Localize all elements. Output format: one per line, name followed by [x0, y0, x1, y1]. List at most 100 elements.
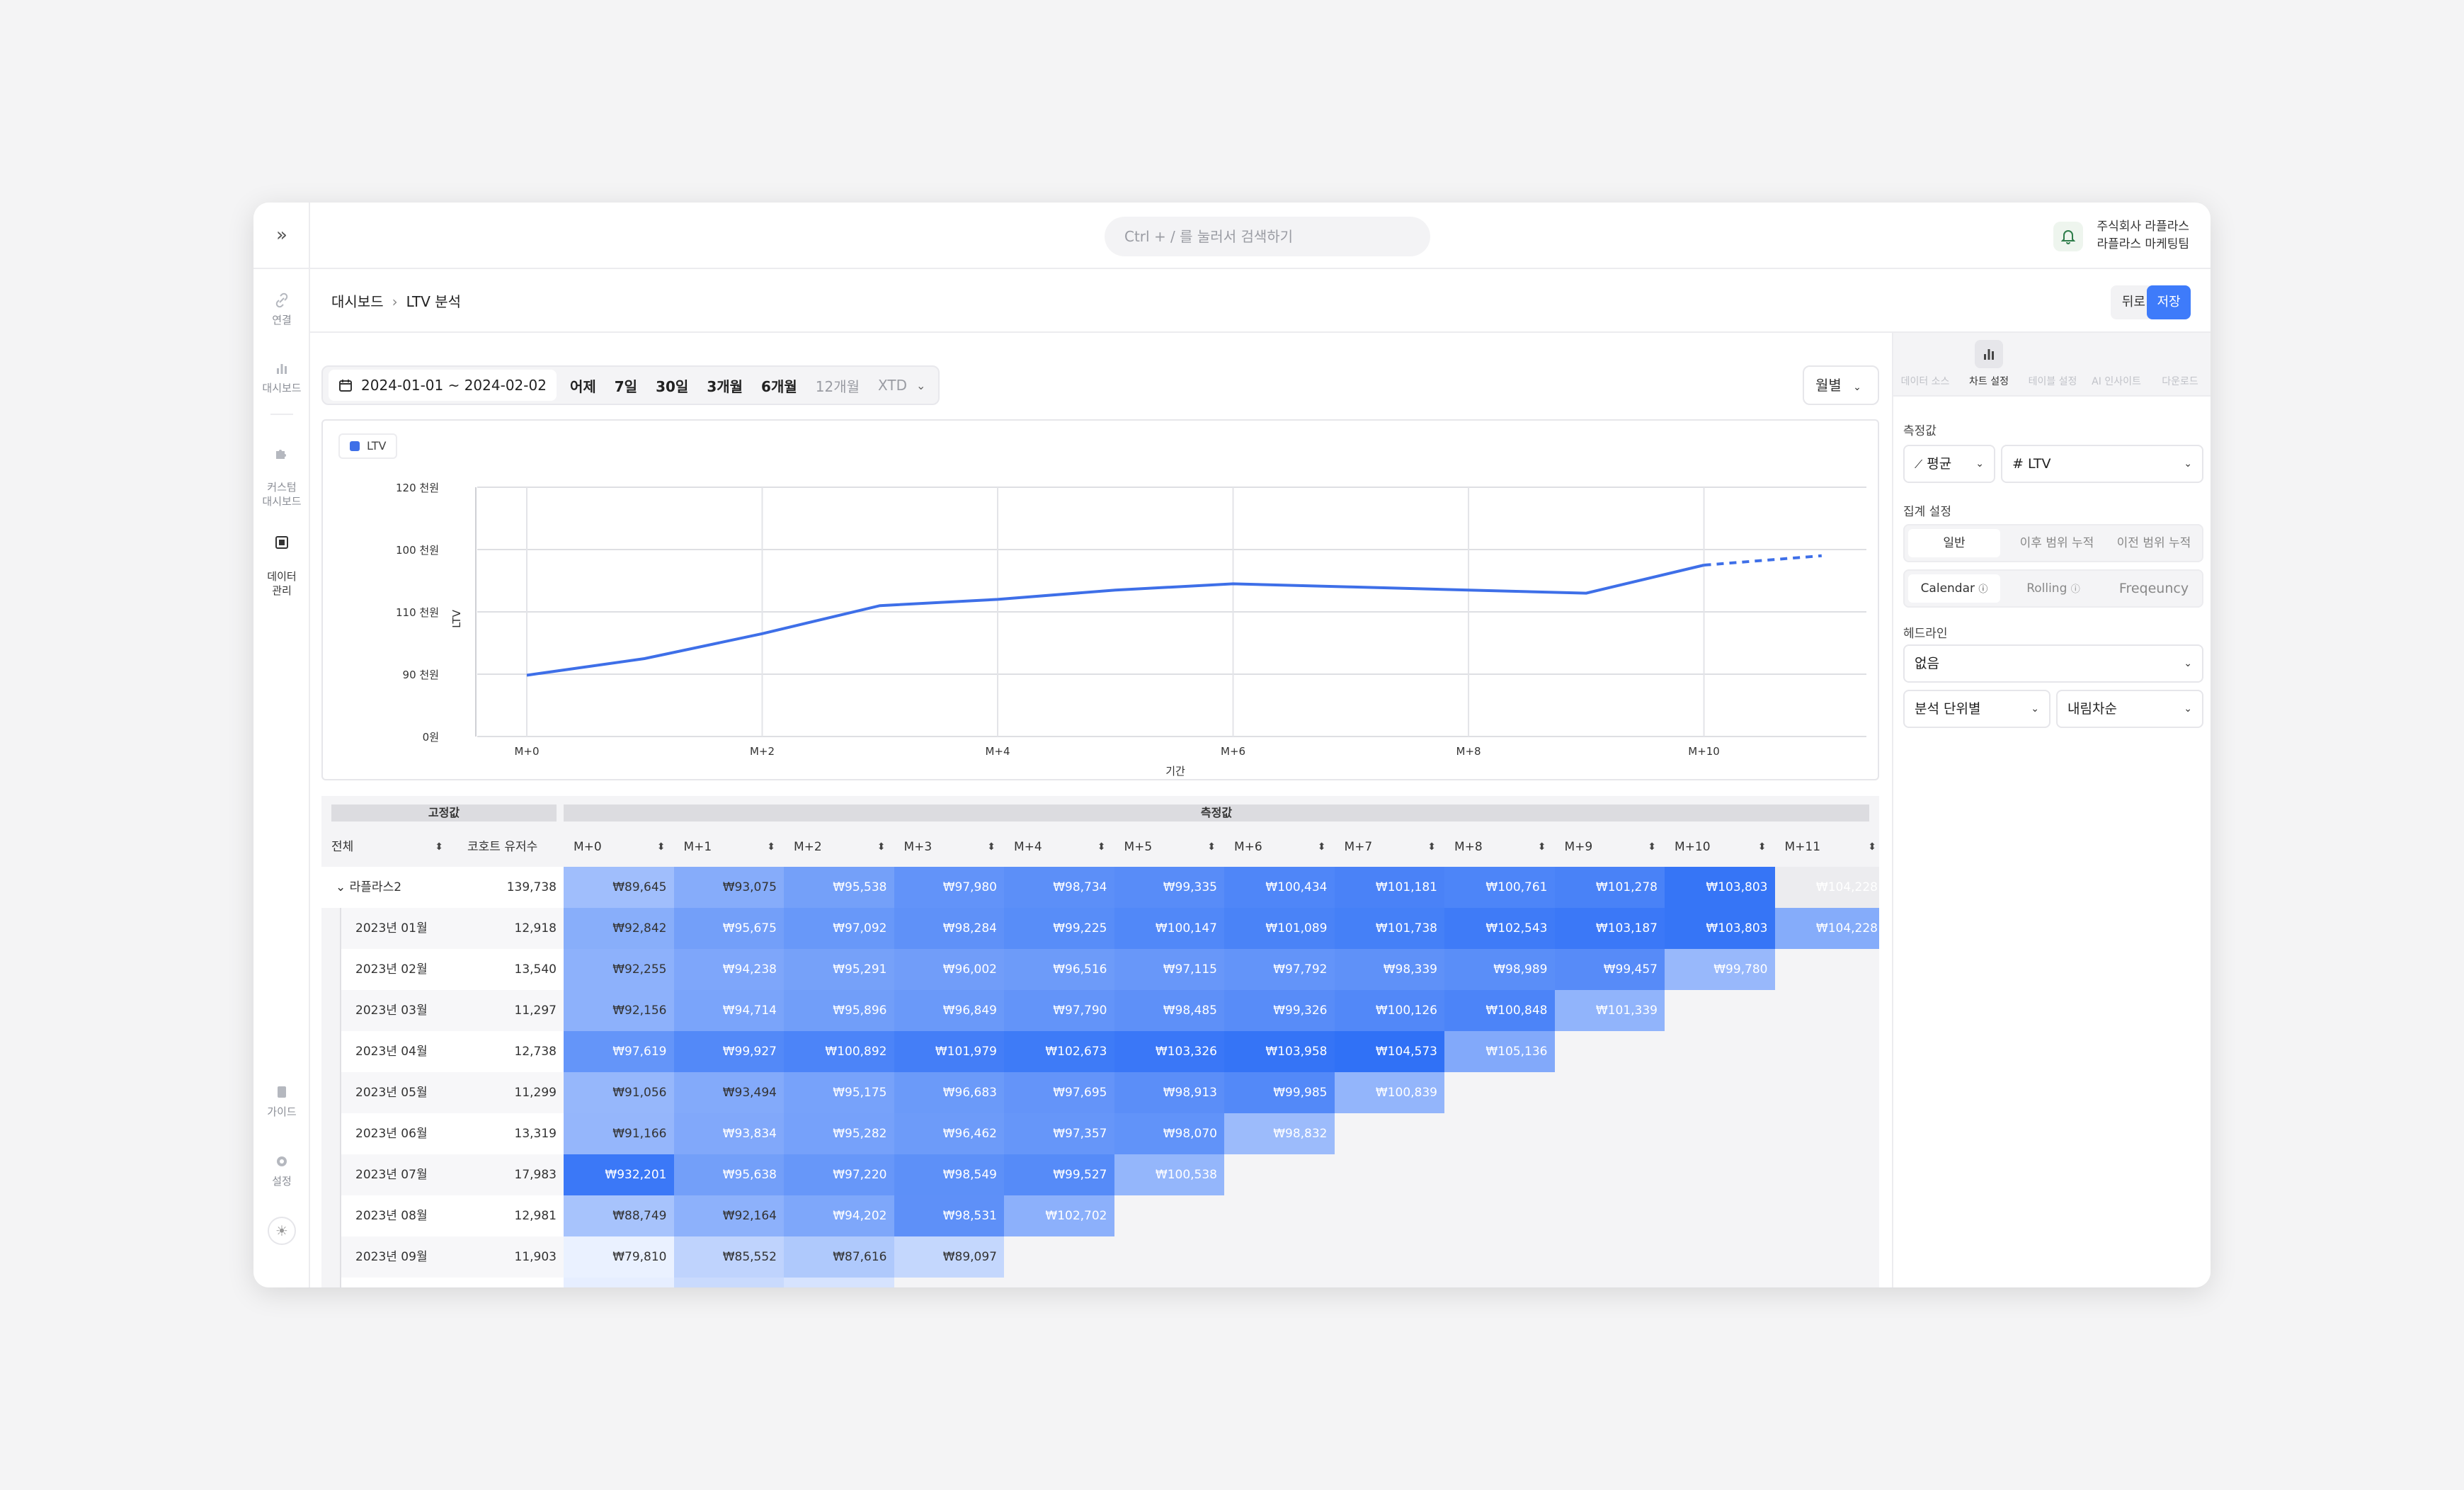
table-cell: ₩100,434: [1224, 867, 1335, 908]
table-cell: ₩932,201: [564, 1154, 674, 1195]
preset-12m[interactable]: 12개월: [815, 377, 860, 395]
table-row-total-label[interactable]: ⌄ 라플라스2: [321, 867, 463, 908]
sidebar-item-label: 연결: [272, 314, 292, 326]
date-range-picker[interactable]: 2024-01-01 ~ 2024-02-02: [329, 370, 557, 401]
col-mplus1[interactable]: M+1 ⬍: [684, 831, 785, 863]
cohort-users-cell: 11,297: [463, 990, 564, 1031]
table-row-label[interactable]: 2023년 04월: [340, 1031, 463, 1072]
search-input[interactable]: Ctrl + / 를 눌러서 검색하기: [1105, 217, 1430, 256]
preset-7d[interactable]: 7일: [614, 377, 638, 395]
preset-yesterday[interactable]: 어제: [569, 377, 596, 395]
preset-xtd[interactable]: XTD: [878, 377, 907, 394]
table-cell: ₩104,228: [1774, 908, 1879, 949]
table-cell: ₩100,839: [1334, 1072, 1444, 1113]
table-row-label[interactable]: 2023년 08월: [340, 1195, 463, 1236]
table-cell: ₩100,761: [1444, 867, 1555, 908]
tab-chart-settings[interactable]: 차트 설정: [1957, 340, 2021, 388]
table-row-label[interactable]: 2023년 09월: [340, 1236, 463, 1278]
col-mplus2[interactable]: M+2 ⬍: [794, 831, 894, 863]
chevron-down-icon: ⌄: [2184, 703, 2192, 715]
group-measure-header: 측정값: [564, 804, 1869, 821]
agg-mode-forward[interactable]: 이후 범위 누적: [2019, 536, 2094, 550]
breadcrumb-root[interactable]: 대시보드: [331, 293, 384, 310]
unit-select[interactable]: 분석 단위별 ⌄: [1903, 690, 2051, 728]
col-mplus3[interactable]: M+3 ⬍: [904, 831, 1005, 863]
time-mode-frequency[interactable]: Freqeuncy: [2118, 581, 2189, 596]
tab-data-source[interactable]: 데이터 소스: [1893, 340, 1957, 388]
chart-panel: LTV 0원 90 천원 110 천원 100 천원 120 천원 M+0 M+2 M+4 M+…: [321, 419, 1879, 780]
granularity-select[interactable]: 월별 ⌄: [1803, 365, 1879, 405]
org-info[interactable]: 주식회사 라플라스 라플라스 마케팅팀: [2097, 218, 2189, 254]
table-row-label[interactable]: 2023년 06월: [340, 1113, 463, 1154]
order-select[interactable]: 내림차순 ⌄: [2056, 690, 2203, 728]
chart-legend[interactable]: LTV: [338, 433, 398, 459]
time-mode-rolling[interactable]: Rolling ⓘ: [2007, 574, 2099, 603]
preset-3m[interactable]: 3개월: [707, 377, 743, 395]
select-value: 내림차순: [2067, 701, 2117, 717]
col-mplus6[interactable]: M+6 ⬍: [1234, 831, 1335, 863]
col-mplus10[interactable]: M+10 ⬍: [1675, 831, 1775, 863]
row-label-text: 2023년 08월: [355, 1209, 428, 1223]
bar-chart-icon: [277, 364, 287, 374]
measure-field-select[interactable]: # LTV ⌄: [2001, 445, 2203, 483]
table-row-label[interactable]: 2023년 02월: [340, 949, 463, 990]
preset-30d[interactable]: 30일: [656, 377, 689, 395]
table-cell: ₩93,834: [673, 1113, 784, 1154]
table-cell: ₩96,516: [1004, 949, 1114, 990]
table-cell: ₩99,225: [1004, 908, 1114, 949]
col-mplus9[interactable]: M+9 ⬍: [1565, 831, 1665, 863]
cohort-users-cell: 12,981: [463, 1195, 564, 1236]
sidebar-item-custom-dashboard[interactable]: 커스텀 대시보드: [253, 431, 310, 508]
table-row-label[interactable]: 2023년 10월: [340, 1278, 463, 1287]
row-label-text: 2023년 06월: [355, 1127, 428, 1141]
aggregation-select[interactable]: ⟋ 평균 ⌄: [1903, 445, 1995, 483]
preset-6m[interactable]: 6개월: [761, 377, 797, 395]
table-row-label[interactable]: 2023년 01월: [340, 908, 463, 949]
chevron-down-icon: ⌄: [1975, 458, 1984, 470]
table-cell: ₩99,985: [1224, 1072, 1335, 1113]
sidebar-item-guide[interactable]: 가이드: [253, 1084, 310, 1119]
col-users[interactable]: 코호트 유저수: [467, 831, 559, 863]
chevron-down-icon[interactable]: ⌄: [916, 378, 926, 392]
agg-mode-normal[interactable]: 일반: [1908, 529, 2000, 557]
expand-sidebar-icon[interactable]: »: [253, 203, 310, 269]
col-all[interactable]: 전체 ⬍: [331, 831, 452, 863]
sidebar-item-connect[interactable]: 연결: [253, 292, 310, 327]
tab-label: 테이블 설정: [2028, 376, 2077, 387]
sort-icon: ⬍: [435, 841, 443, 853]
col-mplus5[interactable]: M+5 ⬍: [1124, 831, 1225, 863]
line-chart-icon: ⟋: [1915, 457, 1923, 471]
save-button[interactable]: 저장: [2147, 285, 2191, 319]
table-row-label[interactable]: 2023년 07월: [340, 1154, 463, 1195]
notification-bell-icon[interactable]: [2053, 222, 2083, 251]
collapse-chevron-icon[interactable]: ⌄: [336, 880, 350, 894]
table-cell: ₩101,979: [894, 1031, 1004, 1072]
sidebar-item-settings[interactable]: 설정: [253, 1153, 310, 1188]
table-cell: ₩92,164: [673, 1195, 784, 1236]
sidebar-item-dashboard[interactable]: 대시보드: [253, 360, 310, 395]
col-mplus4[interactable]: M+4 ⬍: [1014, 831, 1114, 863]
theme-toggle-icon[interactable]: ☀: [268, 1217, 296, 1245]
sort-icon: ⬍: [1427, 841, 1436, 853]
sidebar-item-data-management[interactable]: 데이터 관리: [253, 520, 310, 598]
aggregation-label: 집계 설정: [1903, 505, 1951, 519]
table-cell: ₩100,892: [784, 1031, 894, 1072]
table-row-label[interactable]: 2023년 03월: [340, 990, 463, 1031]
col-mplus0[interactable]: M+0 ⬍: [574, 831, 674, 863]
tab-ai-insight[interactable]: AI 인사이트: [2084, 340, 2148, 388]
table-cell: ₩103,958: [1224, 1031, 1335, 1072]
agg-mode-backward[interactable]: 이전 범위 누적: [2116, 536, 2191, 550]
tab-download[interactable]: 다운로드: [2148, 340, 2211, 388]
table-row-label[interactable]: 2023년 05월: [340, 1072, 463, 1113]
y-tick-label: 90 천원: [403, 669, 439, 681]
gear-icon: [277, 1156, 287, 1166]
tab-table-settings[interactable]: 테이블 설정: [2021, 340, 2084, 388]
col-mplus7[interactable]: M+7 ⬍: [1345, 831, 1445, 863]
time-mode-calendar[interactable]: Calendar ⓘ: [1908, 574, 2000, 603]
col-mplus11[interactable]: M+11 ⬍: [1785, 831, 1880, 863]
headline-select[interactable]: 없음 ⌄: [1903, 644, 2203, 683]
database-icon: [275, 536, 288, 549]
col-label: M+7: [1344, 840, 1373, 854]
row-label-text: 라플라스2: [349, 880, 402, 894]
col-mplus8[interactable]: M+8 ⬍: [1454, 831, 1555, 863]
